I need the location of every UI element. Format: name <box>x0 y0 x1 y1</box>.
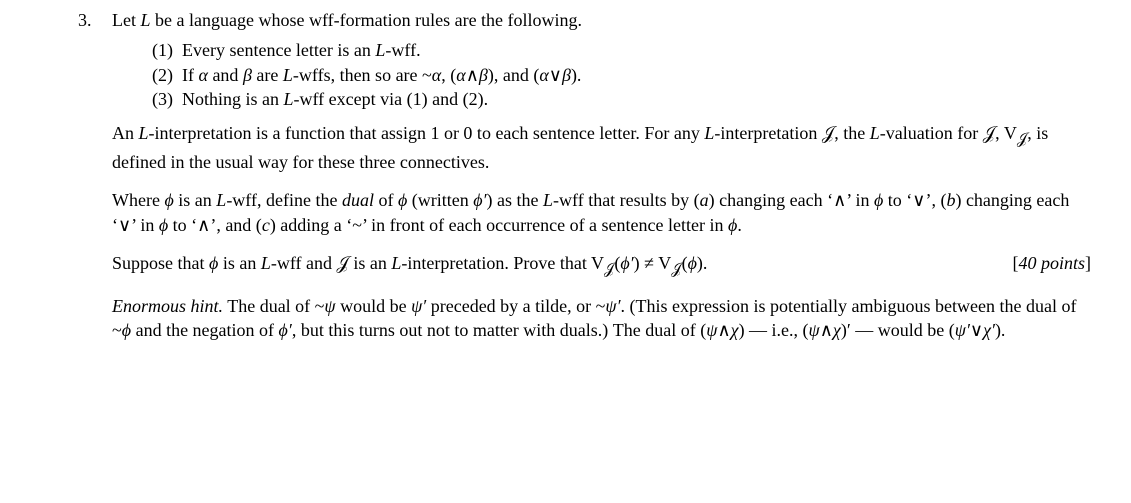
points-label: [40 points] <box>1012 251 1091 275</box>
interpretation-paragraph: An L-interpretation is a function that a… <box>112 121 1091 174</box>
prove-text: Suppose that ϕ is an L-wff and 𝒥 is an L… <box>112 253 707 273</box>
hint-label: Enormous hint. <box>112 296 223 316</box>
rule-3: (3) Nothing is an L-wff except via (1) a… <box>152 87 1091 111</box>
prove-paragraph: Suppose that ϕ is an L-wff and 𝒥 is an L… <box>112 251 1091 280</box>
hint-paragraph: Enormous hint. The dual of ~ψ would be ψ… <box>112 294 1091 343</box>
dual-definition-paragraph: Where ϕ is an L-wff, define the dual of … <box>112 188 1091 237</box>
page-container: 3. Let L be a language whose wff-formati… <box>0 0 1131 350</box>
rule-2: (2) If α and β are L-wffs, then so are ~… <box>152 63 1091 87</box>
rules-block: (1) Every sentence letter is an L-wff. (… <box>152 38 1091 111</box>
question-stem: Let L be a language whose wff-formation … <box>112 8 582 32</box>
hint-body: The dual of ~ψ would be ψ′ preceded by a… <box>112 296 1076 340</box>
rule-1: (1) Every sentence letter is an L-wff. <box>152 38 1091 62</box>
question-number: 3. <box>78 8 112 32</box>
question-stem-row: 3. Let L be a language whose wff-formati… <box>78 8 1091 32</box>
